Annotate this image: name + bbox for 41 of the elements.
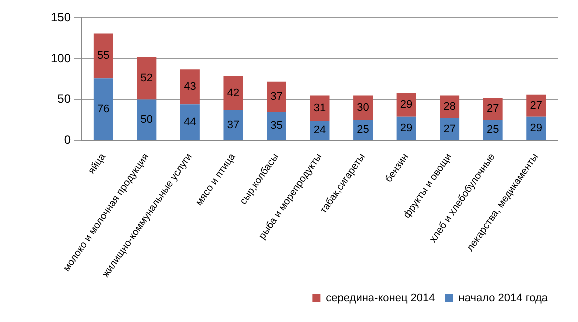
data-label: 52 [140, 72, 154, 85]
data-label: 43 [184, 81, 196, 94]
data-label: 25 [486, 124, 500, 136]
data-label: 37 [227, 119, 240, 132]
y-tick-label: 50 [58, 92, 72, 106]
bar [224, 110, 244, 140]
bar [267, 82, 286, 112]
legend-label: начало 2014 года [458, 292, 549, 305]
bar [94, 34, 114, 79]
data-label: 31 [314, 102, 326, 114]
data-label: 42 [227, 87, 240, 100]
bar [267, 112, 286, 140]
legend-label: середина-конец 2014 [326, 292, 436, 305]
data-label: 35 [270, 120, 283, 132]
data-label: 27 [486, 103, 500, 116]
y-tick-label: 100 [50, 51, 72, 66]
data-label: 50 [140, 114, 154, 126]
bar [94, 78, 114, 140]
data-label: 29 [530, 122, 542, 135]
data-label: 25 [357, 124, 370, 136]
data-label: 28 [444, 101, 456, 114]
bar [137, 57, 157, 100]
data-label: 27 [530, 100, 542, 112]
bar [180, 70, 200, 105]
y-tick-label: 0 [64, 132, 72, 147]
data-label: 55 [98, 50, 110, 62]
bar [526, 94, 546, 117]
y-tick-label: 150 [50, 10, 72, 25]
data-label: 76 [98, 103, 110, 116]
data-label: 44 [184, 116, 196, 128]
bar [180, 104, 200, 140]
data-label: 37 [270, 90, 283, 103]
bar [224, 76, 244, 110]
bar [440, 118, 460, 140]
data-label: 24 [314, 124, 326, 137]
data-label: 29 [400, 122, 413, 135]
bar [137, 100, 157, 140]
data-label: 30 [357, 102, 370, 114]
bar [483, 98, 503, 120]
data-label: 29 [400, 99, 413, 112]
data-label: 27 [444, 123, 456, 136]
